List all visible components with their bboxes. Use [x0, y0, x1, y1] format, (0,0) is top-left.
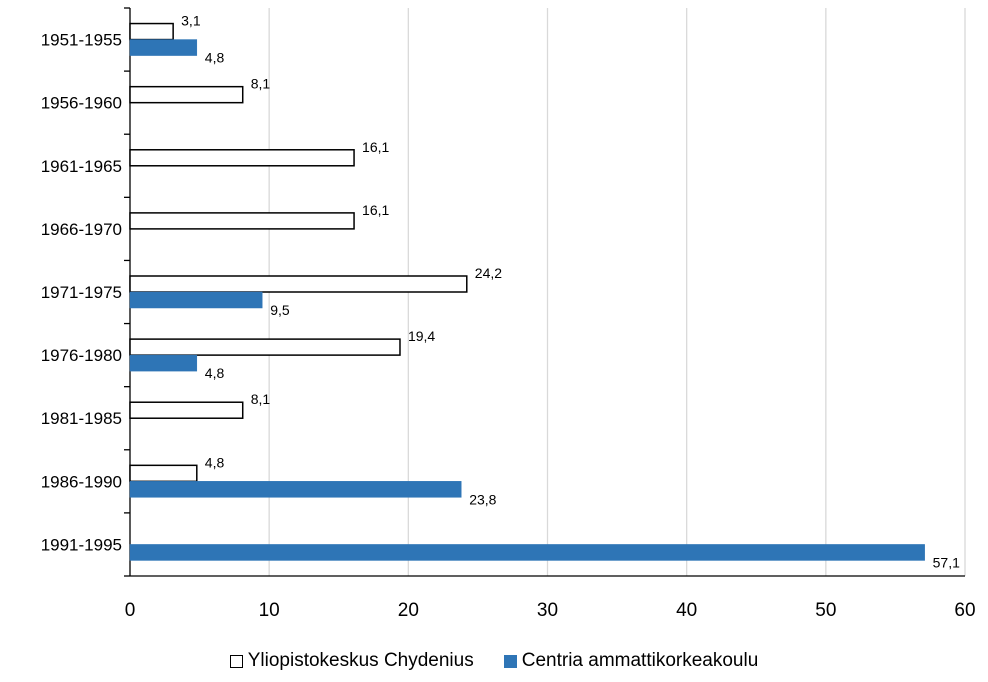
bar [129, 401, 244, 419]
data-label: 24,2 [475, 265, 502, 281]
legend-item-centria: Centria ammattikorkeakoulu [503, 650, 759, 672]
category-label: 1981-1985 [41, 409, 122, 428]
legend: Yliopistokeskus Chydenius Centria ammatt… [0, 650, 988, 672]
x-tick-label: 0 [125, 600, 136, 621]
data-label: 4,8 [205, 454, 225, 470]
x-tick-label: 50 [815, 600, 836, 621]
bar [129, 464, 198, 483]
data-label: 8,1 [251, 76, 271, 92]
data-label: 16,1 [362, 139, 389, 155]
category-label: 1976-1980 [41, 346, 122, 365]
bar-chart: 0 10 20 30 40 50 60 1951-1955 3,1 4,8 1956-1960 8,1… [41, 7, 976, 621]
category-label: 1951-1955 [41, 31, 122, 50]
data-label: 57,1 [933, 554, 960, 570]
bar [129, 212, 355, 230]
data-label: 3,1 [181, 13, 201, 29]
category-label: 1986-1990 [41, 472, 122, 491]
bar [129, 354, 198, 372]
x-tick-label: 20 [398, 600, 419, 621]
bar [129, 85, 244, 104]
data-label: 19,4 [408, 328, 435, 344]
data-label: 23,8 [469, 491, 496, 507]
bar [129, 149, 355, 167]
data-label: 4,8 [205, 365, 225, 381]
legend-item-chydenius: Yliopistokeskus Chydenius [229, 650, 474, 672]
bar [129, 544, 925, 561]
legend-label-centria: Centria ammattikorkeakoulu [521, 650, 759, 671]
x-tick-label: 10 [259, 600, 280, 621]
x-tick-label: 40 [676, 600, 697, 621]
category-label: 1966-1970 [41, 220, 122, 239]
category-label: 1961-1965 [41, 157, 122, 176]
bar [129, 275, 468, 293]
legend-label-chydenius: Yliopistokeskus Chydenius [247, 650, 474, 671]
bar [129, 22, 174, 41]
data-label: 4,8 [205, 50, 225, 66]
category-label: 1991-1995 [41, 535, 122, 554]
bar [129, 481, 462, 498]
data-label: 16,1 [362, 202, 389, 218]
data-label: 9,5 [270, 302, 290, 318]
legend-swatch-centria [503, 654, 517, 668]
category-label: 1971-1975 [41, 283, 122, 302]
category-label: 1956-1960 [41, 94, 122, 113]
bar [129, 39, 198, 56]
x-tick-label: 30 [537, 600, 558, 621]
legend-swatch-chydenius [229, 654, 243, 668]
data-label: 8,1 [251, 391, 271, 407]
bar [129, 338, 401, 356]
x-tick-label: 60 [954, 600, 975, 621]
bar [129, 291, 263, 309]
